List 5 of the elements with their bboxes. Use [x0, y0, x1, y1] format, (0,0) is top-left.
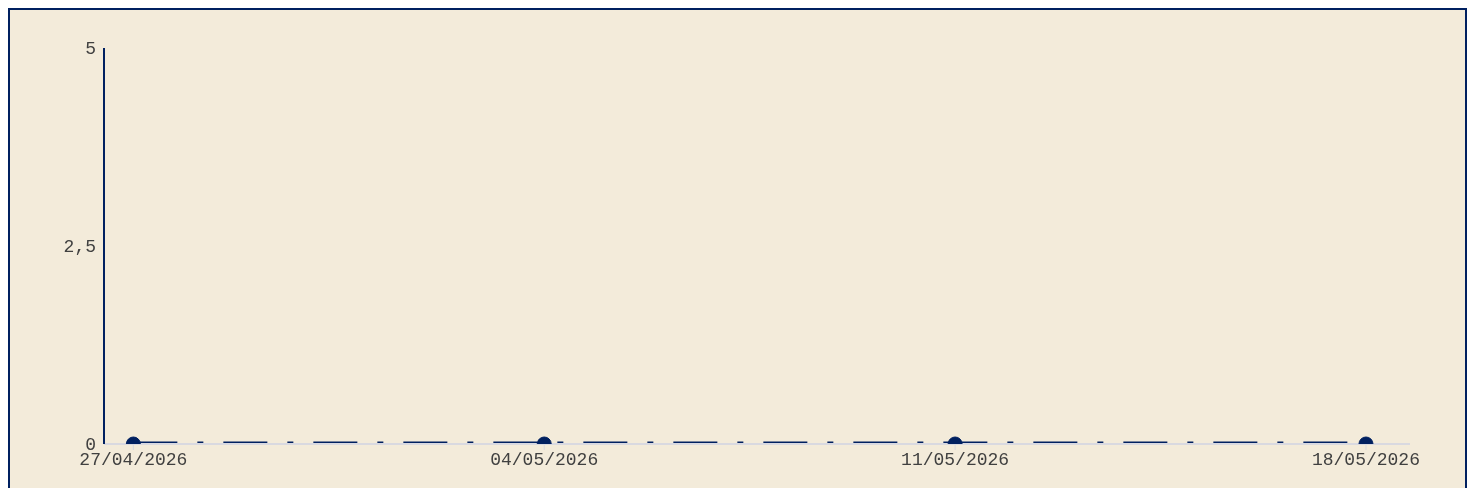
x-tick-label: 04/05/2026: [490, 449, 599, 470]
y-tick-label: 5: [85, 39, 96, 60]
x-tick-label: 18/05/2026: [1311, 449, 1420, 470]
x-tick-label: 11/05/2026: [901, 449, 1010, 470]
y-tick-label: 2,5: [63, 237, 96, 258]
